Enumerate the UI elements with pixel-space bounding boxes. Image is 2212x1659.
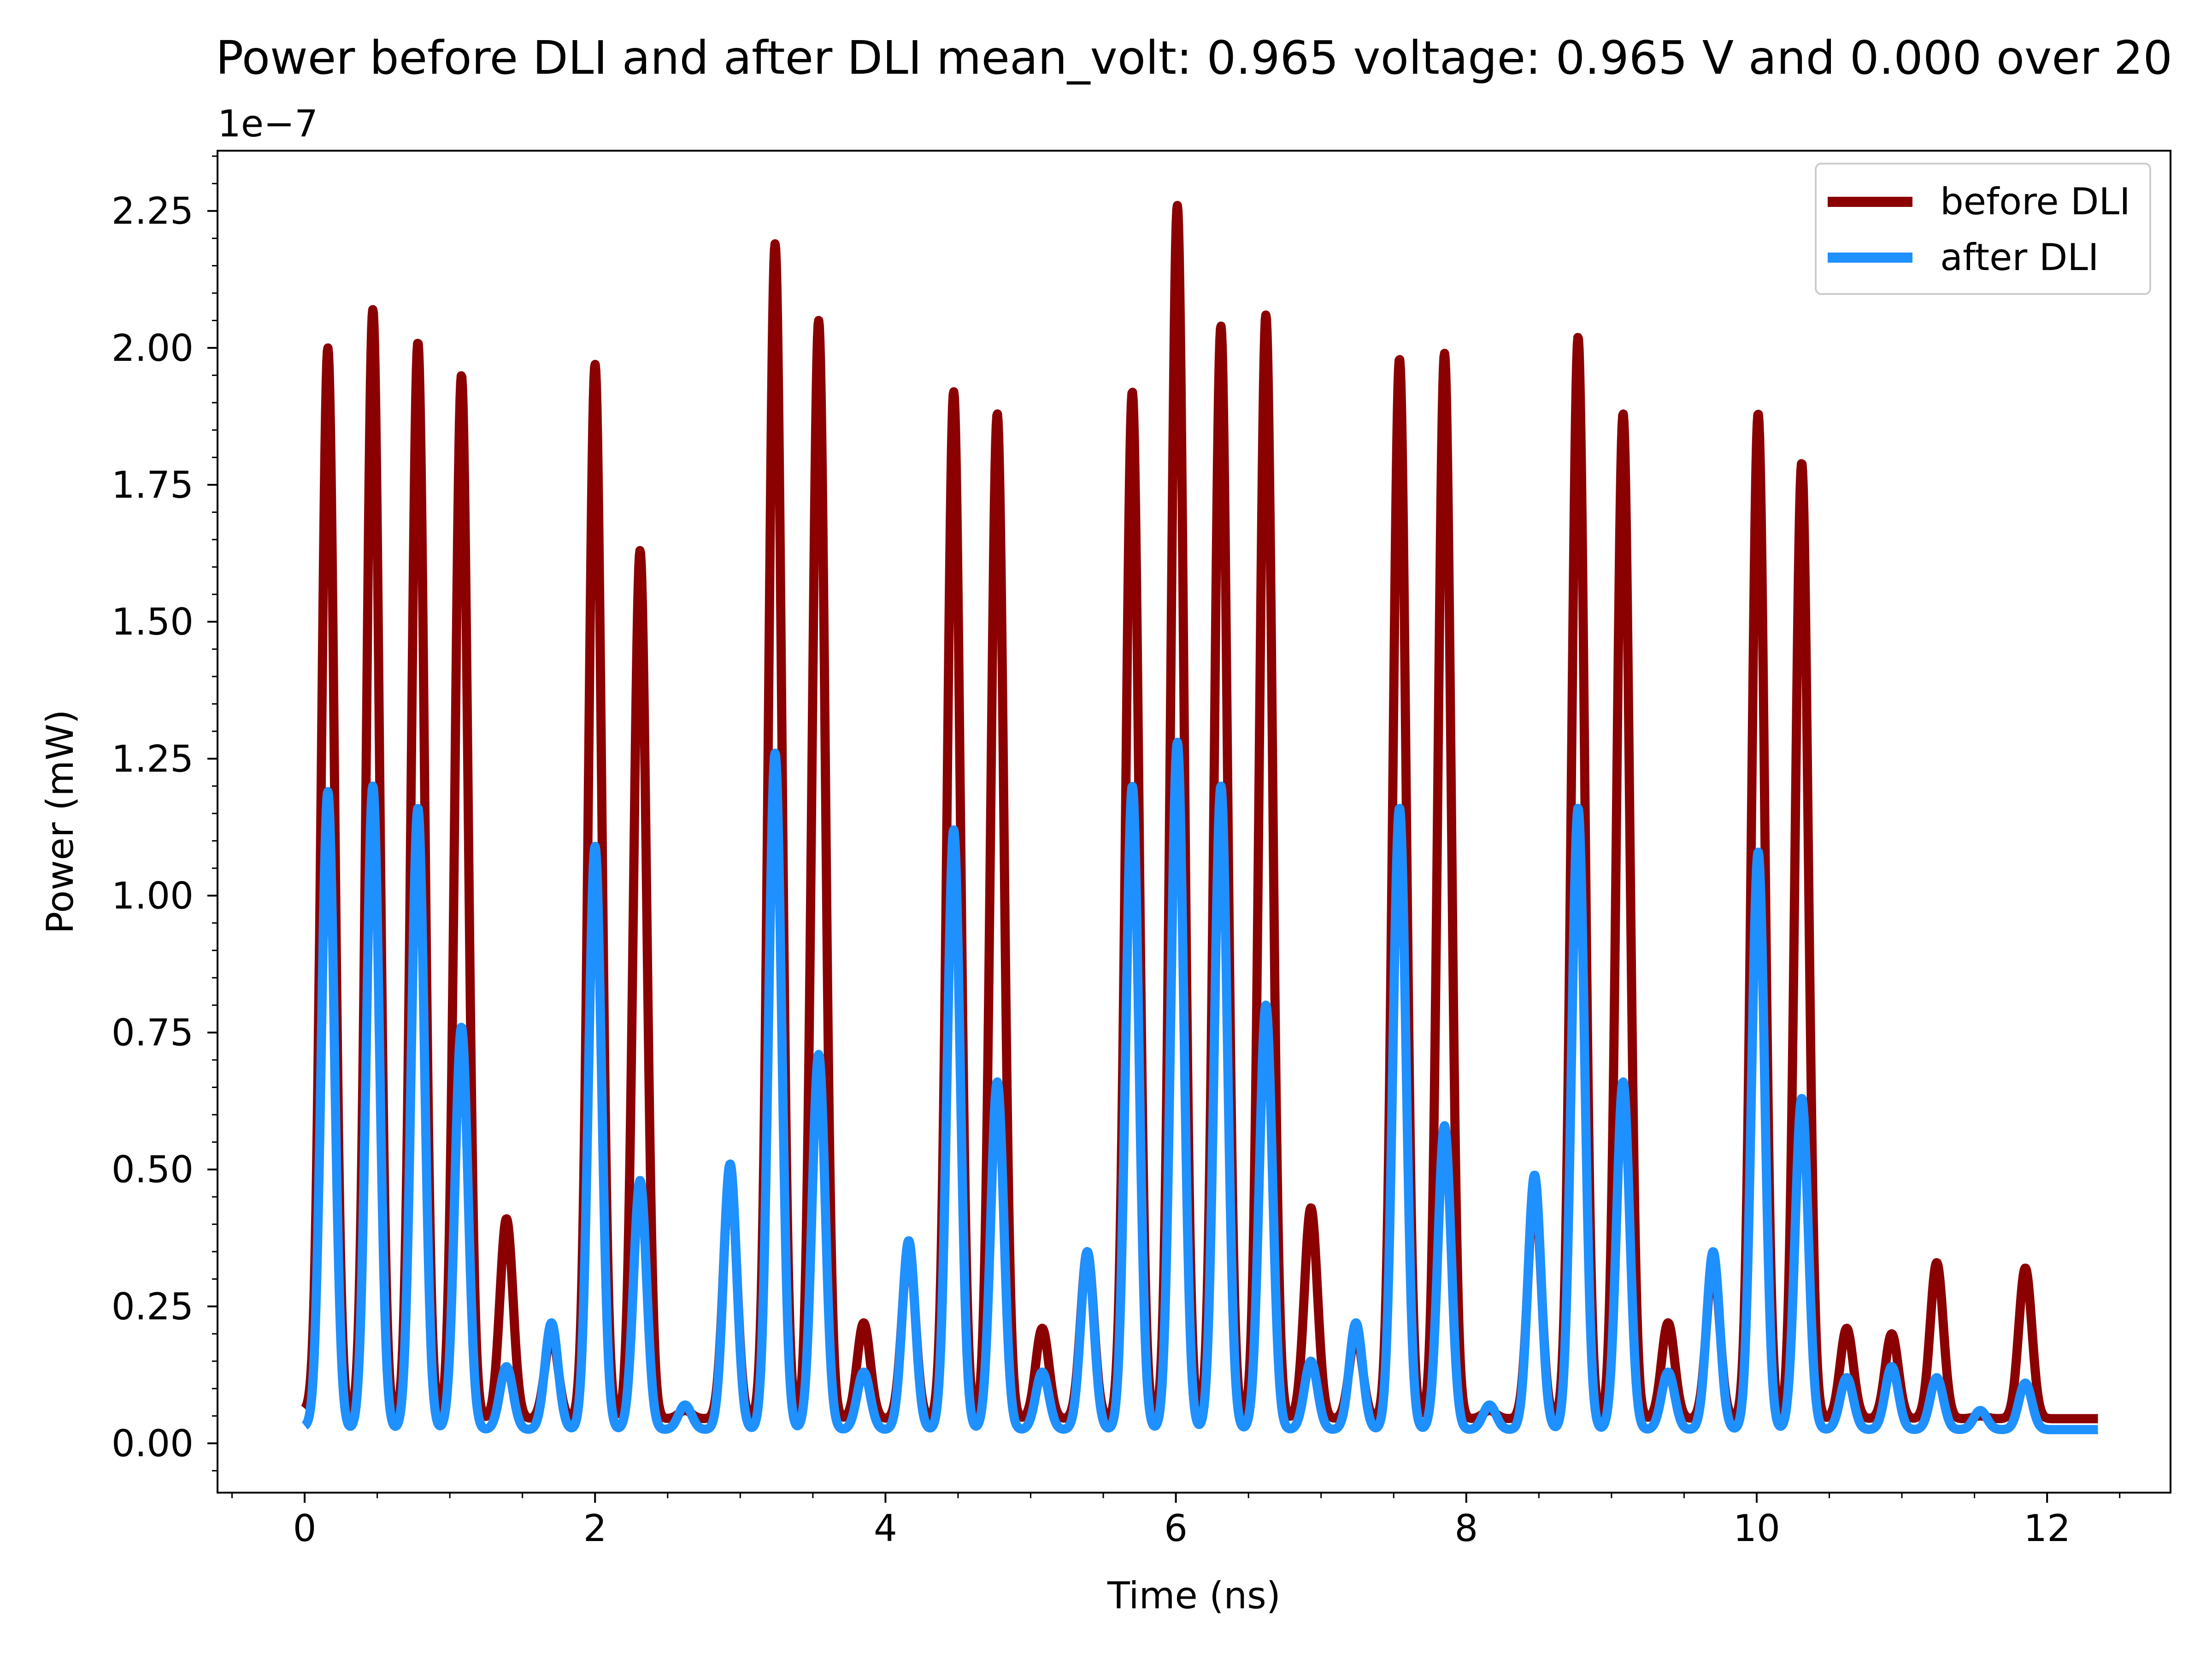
x-tick-label: 0 — [293, 1507, 317, 1550]
x-tick-label: 12 — [2024, 1507, 2071, 1550]
legend: before DLI after DLI — [1815, 163, 2151, 295]
y-tick-label: 1.00 — [112, 874, 194, 917]
x-tick-label: 8 — [1454, 1507, 1478, 1550]
x-tick-label: 4 — [874, 1507, 897, 1550]
legend-label-before-dli: before DLI — [1940, 180, 2130, 223]
y-tick-label: 2.25 — [112, 190, 194, 233]
y-tick-label: 1.25 — [112, 737, 194, 780]
x-axis-label: Time (ns) — [1107, 1574, 1281, 1617]
y-axis: 0.00 0.25 0.50 0.75 1.00 1.25 1.50 1.75 2.00 2.25 — [112, 155, 218, 1471]
x-axis: 0 2 4 6 8 10 12 — [231, 1493, 2121, 1550]
legend-label-after-dli: after DLI — [1940, 236, 2099, 279]
y-axis-label: Power (mW) — [39, 710, 82, 934]
y-tick-label: 0.25 — [112, 1285, 194, 1328]
plot-area: 0 2 4 6 8 10 12 0.00 0.25 0.50 0.75 1.00 1.25 1.50 1.… — [112, 150, 2171, 1550]
x-tick-label: 10 — [1733, 1507, 1780, 1550]
plot-frame — [217, 150, 2171, 1494]
x-tick-label: 6 — [1164, 1507, 1188, 1550]
y-tick-label: 0.50 — [112, 1148, 194, 1191]
y-tick-label: 1.50 — [112, 600, 194, 643]
series-line-after-dli — [300, 737, 2102, 1435]
y-tick-label: 2.00 — [112, 327, 194, 370]
y-tick-label: 0.75 — [112, 1012, 194, 1054]
series-layer — [300, 200, 2102, 1435]
y-tick-label: 1.75 — [112, 464, 194, 506]
y-offset-label: 1e−7 — [218, 102, 318, 145]
x-tick-label: 2 — [583, 1507, 607, 1550]
y-tick-label: 0.00 — [112, 1422, 194, 1465]
chart-title: Power before DLI and after DLI mean_volt… — [216, 31, 2172, 85]
